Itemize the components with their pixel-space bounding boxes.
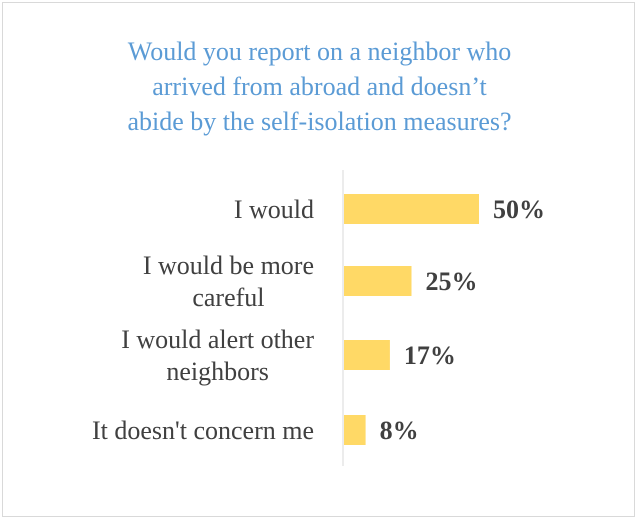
chart-title: Would you report on a neighbor who arriv… — [127, 37, 512, 136]
category-label-0: I would — [234, 195, 314, 224]
category-label-1: I would be more careful — [143, 251, 314, 312]
category-label-2: I would alert other neighbors — [121, 325, 314, 386]
bar-3 — [344, 415, 366, 445]
value-label-1: 25% — [426, 267, 478, 296]
bar-2 — [344, 340, 390, 370]
category-label-3: It doesn't concern me — [92, 416, 314, 445]
chart-frame: Would you report on a neighbor who arriv… — [2, 2, 635, 517]
bar-1 — [344, 266, 412, 296]
value-label-2: 17% — [404, 341, 456, 370]
value-label-0: 50% — [493, 195, 545, 224]
bar-0 — [344, 194, 479, 224]
value-label-3: 8% — [380, 416, 419, 445]
